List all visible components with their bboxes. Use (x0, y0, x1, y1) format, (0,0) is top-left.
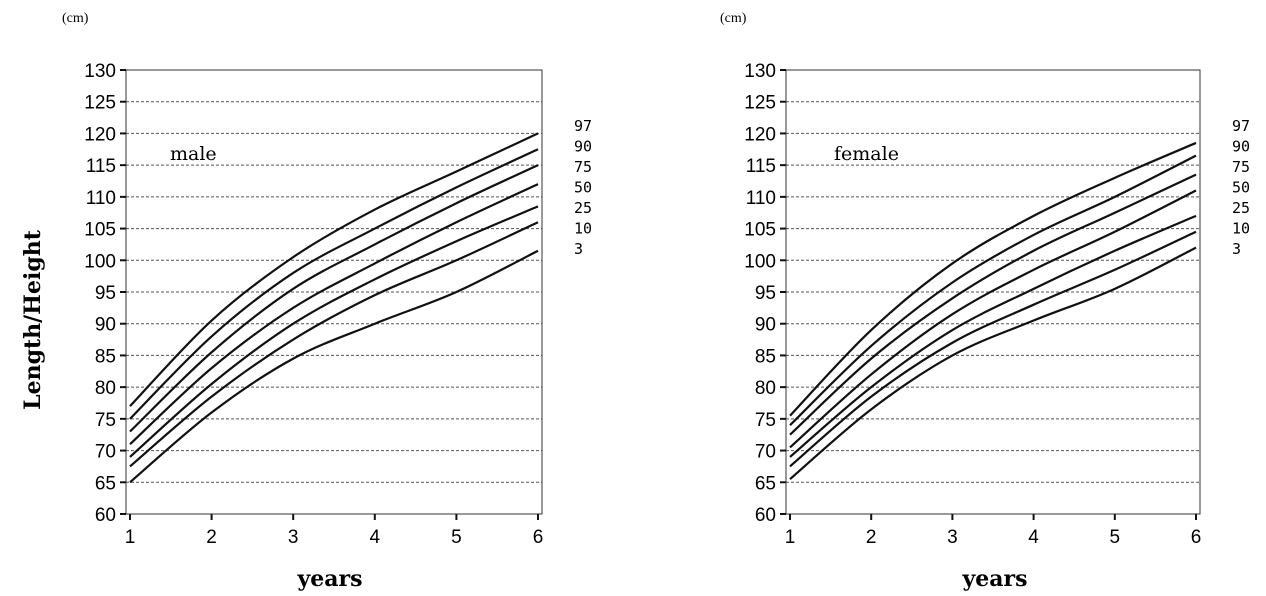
panel-2-series-line-p97 (789, 141, 1197, 417)
panel-1-percentile-label: 97 (574, 117, 592, 135)
panel-1-x-tick-label: 1 (125, 527, 136, 548)
panel-2-y-tick-label: 105 (744, 220, 776, 241)
panel-2-y-tick-label: 115 (746, 156, 776, 177)
panel-2-x-axis-label: years (961, 566, 1027, 592)
panel-1-y-tick-label: 100 (84, 251, 116, 272)
panel-2-x-tick-label: 1 (785, 527, 796, 548)
panel-1-percentile-label: 50 (574, 179, 592, 197)
panel-1-y-tick-label: 65 (95, 473, 116, 494)
panel-2-y-tick-label: 100 (744, 251, 776, 272)
panel-2-x-tick-label: 5 (1110, 527, 1121, 548)
panel-2-sex-label: female (834, 143, 899, 165)
panel-1-y-tick-label: 105 (84, 220, 116, 241)
panel-1-series-line-p97 (129, 132, 539, 407)
panel-2-x-tick-label: 4 (1028, 527, 1039, 548)
panel-1-series-line-p25 (129, 205, 539, 458)
panel-1-x-tick-label: 4 (370, 527, 381, 548)
y-axis-label: Length/Height (20, 229, 46, 410)
panel-2-percentile-label: 25 (1232, 199, 1250, 217)
panel-1-y-tick-label: 90 (95, 315, 116, 336)
panel-1-y-tick-label: 85 (95, 346, 116, 367)
panel-2-x-tick-label: 2 (866, 527, 877, 548)
panel-2-percentile-label: 90 (1232, 138, 1250, 156)
panel-1-y-tick-label: 115 (86, 156, 116, 177)
panel-2-percentile-label: 10 (1232, 220, 1250, 238)
panel-2-percentile-label: 3 (1232, 240, 1241, 258)
panel-1-x-axis-label: years (296, 566, 362, 592)
panel-1-y-tick-label: 80 (95, 378, 116, 399)
panel-2-y-tick-label: 130 (744, 61, 776, 82)
panel-1-percentile-label: 90 (574, 138, 592, 156)
panel-1-series-line-p3 (129, 249, 539, 484)
panel-1-y-tick-label: 75 (95, 410, 116, 431)
panel-2-x-tick-label: 6 (1191, 527, 1202, 548)
panel-1-x-tick-label: 3 (288, 527, 299, 548)
panel-1-percentile-label: 10 (574, 220, 592, 238)
panel-2-y-tick-label: 80 (755, 378, 776, 399)
panel-2-y-tick-label: 85 (755, 346, 776, 367)
panel-2-series-line-p3 (789, 246, 1197, 480)
panel-2-y-tick-label: 125 (744, 93, 776, 114)
panel-1-series-line-p10 (129, 221, 539, 468)
panel-2-unit-label: (cm) (720, 11, 747, 26)
panel-2-series-line-p10 (789, 230, 1197, 468)
panel-2-series-line-p25 (789, 214, 1197, 458)
panel-2-percentile-label: 75 (1232, 158, 1250, 176)
panel-2-series-line-p75 (789, 173, 1197, 436)
panel-2-percentile-label: 50 (1232, 179, 1250, 197)
panel-1-x-tick-label: 5 (451, 527, 462, 548)
panel-1-y-tick-label: 120 (84, 124, 116, 145)
panel-2-x-tick-label: 3 (947, 527, 958, 548)
panel-1-series-line-p75 (129, 164, 539, 433)
panel-2-y-tick-label: 90 (755, 315, 776, 336)
panel-1-y-tick-label: 70 (95, 442, 116, 463)
panel-1-percentile-label: 3 (574, 240, 583, 258)
panel-2-y-tick-label: 70 (755, 442, 776, 463)
panel-2-y-tick-label: 75 (755, 410, 776, 431)
panel-2-series-line-p50 (789, 189, 1197, 449)
panel-2-y-tick-label: 110 (746, 188, 776, 209)
panel-2-y-tick-label: 60 (755, 505, 776, 526)
panel-1-y-tick-label: 130 (84, 61, 116, 82)
panel-1-y-tick-label: 95 (95, 283, 116, 304)
panel-2-y-tick-label: 65 (755, 473, 776, 494)
panel-2-y-tick-label: 120 (744, 124, 776, 145)
panel-1-x-tick-label: 6 (533, 527, 544, 548)
panel-1-series-line-p90 (129, 148, 539, 420)
panel-1-series-line-p50 (129, 183, 539, 446)
panel-1-x-tick-label: 2 (206, 527, 217, 548)
panel-1-percentile-label: 25 (574, 199, 592, 217)
panel-1-y-tick-label: 125 (84, 93, 116, 114)
panel-2-series-line-p90 (789, 154, 1197, 426)
panel-1-percentile-label: 75 (574, 158, 592, 176)
panel-1-y-tick-label: 110 (86, 188, 116, 209)
panel-1-y-tick-label: 60 (95, 505, 116, 526)
panel-2-percentile-label: 97 (1232, 117, 1250, 135)
panel-2-y-tick-label: 95 (755, 283, 776, 304)
panel-1-sex-label: male (170, 143, 217, 165)
panel-1-unit-label: (cm) (62, 11, 89, 26)
